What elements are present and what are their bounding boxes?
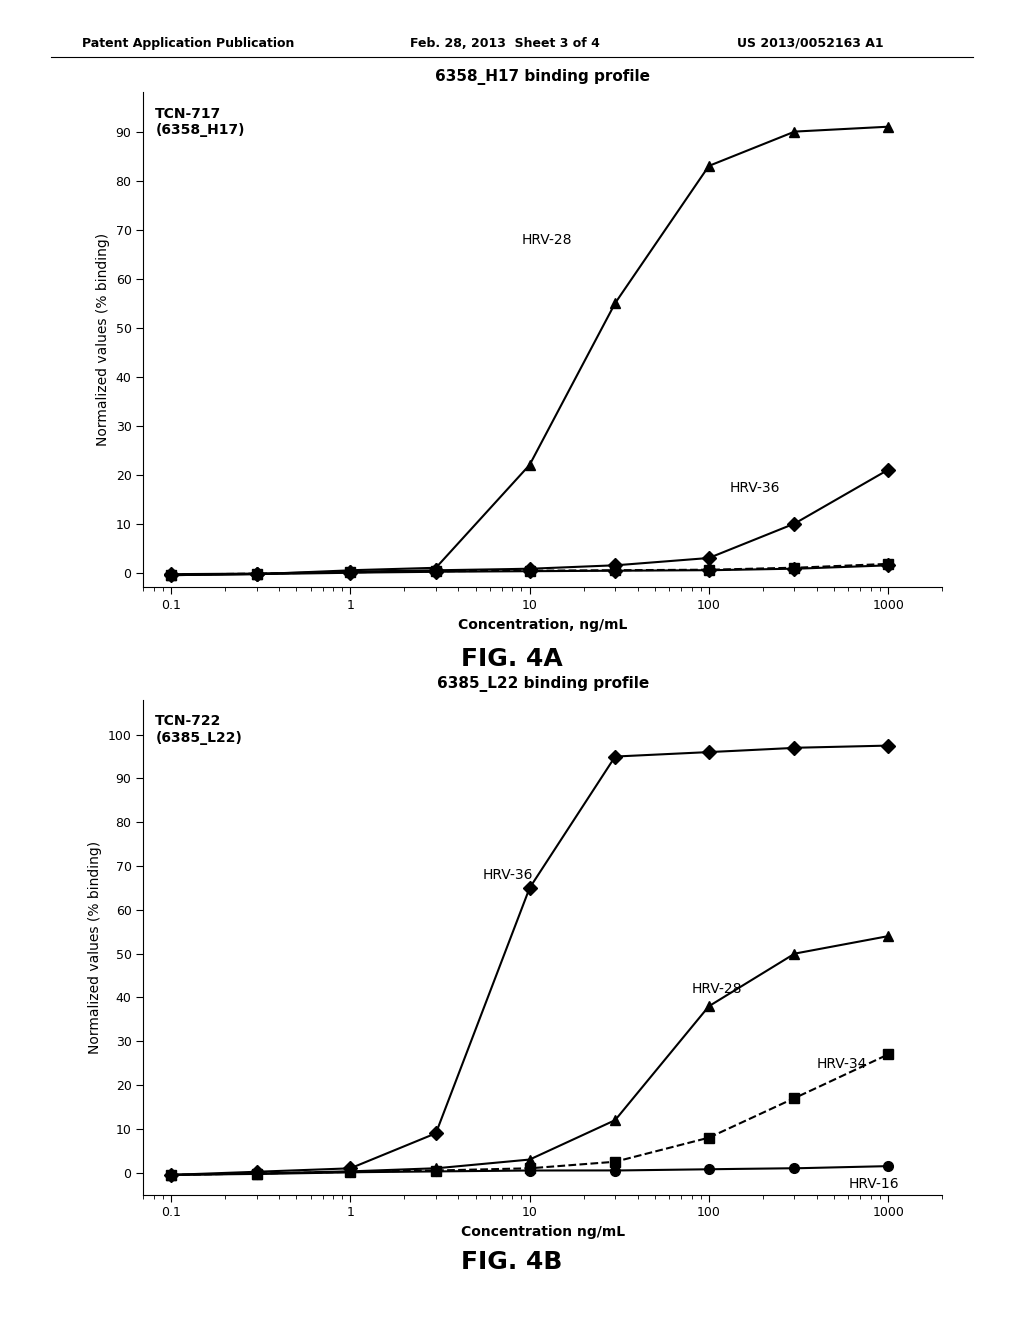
Text: HRV-28: HRV-28 — [691, 982, 742, 997]
Text: US 2013/0052163 A1: US 2013/0052163 A1 — [737, 37, 884, 50]
Title: 6385_L22 binding profile: 6385_L22 binding profile — [436, 676, 649, 693]
Text: HRV-36: HRV-36 — [483, 869, 534, 882]
Text: FIG. 4A: FIG. 4A — [461, 647, 563, 671]
Text: HRV-16: HRV-16 — [848, 1177, 899, 1191]
Text: HRV-36: HRV-36 — [729, 480, 780, 495]
Text: Feb. 28, 2013  Sheet 3 of 4: Feb. 28, 2013 Sheet 3 of 4 — [410, 37, 599, 50]
Text: Patent Application Publication: Patent Application Publication — [82, 37, 294, 50]
Text: TCN-722
(6385_L22): TCN-722 (6385_L22) — [156, 714, 243, 744]
Text: FIG. 4B: FIG. 4B — [462, 1250, 562, 1274]
X-axis label: Concentration ng/mL: Concentration ng/mL — [461, 1225, 625, 1239]
Text: HRV-34: HRV-34 — [817, 1056, 867, 1071]
Text: TCN-717
(6358_H17): TCN-717 (6358_H17) — [156, 107, 245, 137]
Text: HRV-28: HRV-28 — [521, 234, 572, 247]
Y-axis label: Normalized values (% binding): Normalized values (% binding) — [88, 841, 102, 1053]
X-axis label: Concentration, ng/mL: Concentration, ng/mL — [458, 618, 628, 632]
Title: 6358_H17 binding profile: 6358_H17 binding profile — [435, 69, 650, 86]
Y-axis label: Normalized values (% binding): Normalized values (% binding) — [96, 234, 110, 446]
